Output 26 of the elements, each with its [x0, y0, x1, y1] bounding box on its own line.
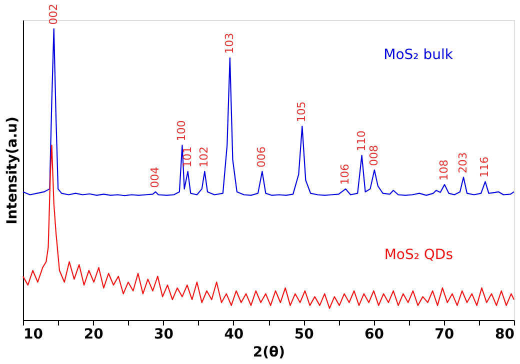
x-tick-label: 20	[84, 326, 104, 342]
annotation: 100	[175, 120, 188, 142]
annotation: 108	[438, 160, 451, 181]
annotation: 004	[148, 166, 162, 188]
x-tick-label: 40	[224, 326, 244, 342]
annotation: 103	[222, 32, 236, 54]
annotation: 106	[338, 164, 352, 185]
x-tick-label: 10	[24, 326, 44, 342]
annotation: 002	[46, 4, 60, 25]
text: MoS₂ bulk	[384, 47, 454, 63]
annotation: 110	[354, 130, 368, 152]
annotation: 102	[198, 146, 211, 168]
series-label: MoS₂ QDs	[384, 247, 453, 263]
x-tick-label: 80	[495, 326, 515, 342]
annotation: 116	[478, 156, 492, 178]
annotation: 105	[295, 101, 308, 122]
annotation: 006	[255, 146, 268, 168]
x-axis-title: 2(θ)	[252, 344, 286, 360]
annotation: 203	[456, 152, 470, 174]
x-tick-label: 60	[364, 326, 384, 342]
x-tick-label: 30	[154, 326, 174, 342]
y-axis-title: Intensity(a.u)	[4, 116, 20, 224]
annotation: 101	[180, 146, 194, 168]
x-tick-label: 50	[294, 326, 314, 342]
annotation: 008	[367, 145, 380, 166]
x-tick-label: 70	[434, 326, 454, 342]
